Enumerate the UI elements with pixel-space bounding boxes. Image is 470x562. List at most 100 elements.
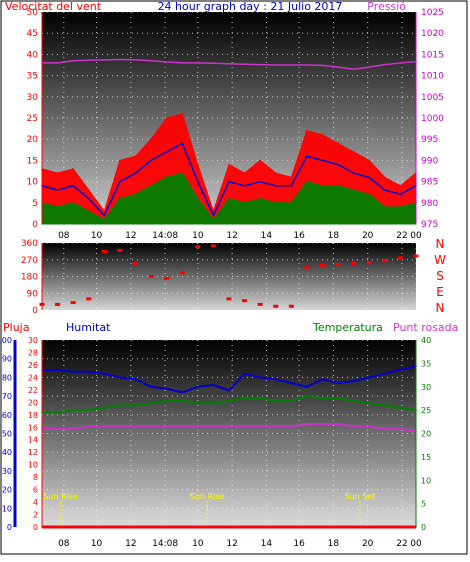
temperature-point [384, 404, 386, 407]
rain-point [274, 526, 277, 528]
rain-point [119, 526, 121, 528]
dewpoint-point [165, 425, 168, 428]
dewpoint-point [337, 423, 339, 425]
x-tick-label: 12 [226, 231, 237, 241]
humidity-tick-label: 30 [2, 467, 12, 476]
wind-tick-label: 30 [27, 93, 39, 103]
x-tick-label: 18 [328, 231, 340, 241]
rain-tick-label: 16 [28, 423, 38, 432]
direction-point [257, 302, 263, 306]
humidity-point [197, 385, 199, 388]
dewpoint-point [181, 425, 184, 428]
temperature-point [352, 399, 355, 402]
pressure-point [306, 64, 308, 66]
dewpoint-point [197, 425, 199, 428]
pressure-axis-ticks: 975 980 985 990 995 1000 1005 1010 1015 1020 1025 [421, 8, 444, 230]
temperature-point [103, 406, 106, 409]
wind-average-point [134, 172, 137, 174]
dewpoint-point [290, 425, 293, 428]
rain-point [352, 526, 355, 528]
x-tick-label: 08 [58, 231, 70, 241]
humidity-point [368, 376, 371, 379]
direction-point [366, 261, 372, 265]
wind-tick-label: 25 [27, 114, 38, 124]
wind-panel-series [41, 58, 417, 225]
x-tick-label: 10 [192, 231, 204, 241]
dewpoint-point [72, 428, 74, 430]
compass-label: N [436, 301, 445, 315]
pressure-tick-label: 980 [421, 199, 438, 209]
wind-speed-point [321, 185, 324, 187]
rain-tick-label: 12 [28, 448, 38, 457]
compass-label: N [436, 237, 445, 251]
wind-speed-point [290, 202, 293, 204]
humidity-tick-label: 90 [2, 355, 12, 364]
sun-events: Sun Rise Sun Rise Sun Set [43, 492, 375, 527]
wind-gust-point [306, 129, 308, 132]
dewpoint-point [134, 425, 137, 428]
pressure-point [384, 63, 386, 66]
direction-point [397, 256, 403, 260]
direction-point [195, 245, 201, 249]
wind-gust-point [368, 159, 371, 162]
pressure-tick-label: 995 [421, 135, 438, 145]
wind-speed-point [306, 180, 308, 183]
wind-average-point [384, 189, 386, 191]
pressure-point [228, 62, 230, 65]
temperature-tick-label: 10 [421, 476, 431, 485]
pressure-point [56, 62, 59, 64]
direction-point [101, 249, 107, 253]
humidity-point [228, 389, 230, 392]
wind-gust-point [384, 176, 386, 179]
wind-speed-point [150, 185, 152, 187]
rain-tick-label: 6 [33, 486, 38, 495]
humidity-point [399, 369, 402, 371]
rain-point [103, 526, 106, 528]
wind-gust-point [181, 112, 184, 115]
humidity-point [212, 384, 215, 386]
rain-point [337, 526, 339, 528]
dewpoint-point [321, 423, 324, 425]
rain-tick-label: 0 [33, 523, 38, 532]
wind-speed-point [228, 197, 230, 200]
humidity-point [352, 380, 355, 382]
pressure-point [290, 64, 293, 66]
wind-gust-point [119, 159, 121, 162]
temperature-tick-label: 20 [421, 430, 431, 439]
wind-average-point [274, 185, 277, 187]
pressure-point [150, 59, 152, 62]
rain-point [368, 526, 371, 528]
humidity-point [119, 376, 121, 379]
pressure-point [119, 58, 121, 61]
direction-point [413, 254, 419, 258]
temperature-tick-label: 15 [421, 453, 431, 462]
direction-tick-label: 180 [21, 273, 38, 283]
wind-average-point [399, 193, 402, 196]
temperature-point [197, 402, 199, 404]
temperature-point [321, 397, 324, 400]
wind-speed-point [72, 202, 74, 204]
x-tick-label: 18 [328, 539, 340, 549]
pressure-point [399, 62, 402, 64]
humidity-panel-series [41, 365, 417, 529]
wind-tick-label: 50 [27, 8, 39, 18]
direction-axis-ticks: 0 90 180 270 360 [21, 239, 38, 316]
x-tick-label: 14 [261, 539, 273, 549]
humidity-point [306, 385, 308, 388]
rain-point [150, 526, 152, 528]
rain-tick-label: 14 [28, 436, 38, 445]
wind-speed-point [337, 185, 339, 187]
wind-average-point [212, 214, 215, 217]
pressure-point [181, 62, 184, 64]
wind-speed-point [384, 206, 386, 208]
legend-rain: Pluja [3, 321, 29, 334]
rain-tick-label: 28 [28, 348, 38, 357]
temperature-point [368, 402, 371, 404]
humidity-point [72, 370, 74, 373]
direction-point [226, 297, 232, 301]
direction-point [55, 302, 61, 306]
rain-tick-label: 22 [28, 386, 38, 395]
direction-point [304, 265, 310, 269]
